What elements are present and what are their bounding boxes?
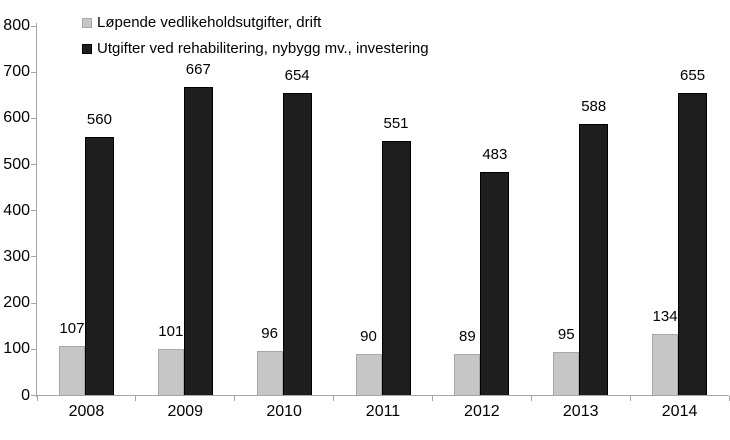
y-axis-line bbox=[36, 23, 37, 397]
x-axis-tick bbox=[234, 396, 236, 401]
bar-series-1 bbox=[183, 87, 213, 396]
y-axis-tick bbox=[31, 164, 36, 166]
x-axis-line bbox=[37, 395, 729, 396]
bar-value-label-series-1: 655 bbox=[680, 66, 706, 84]
x-axis-tick bbox=[530, 396, 532, 401]
bar-series-1 bbox=[84, 136, 114, 396]
legend-item: Løpende vedlikeholdsutgifter, drift bbox=[82, 14, 429, 32]
bar-value-label-series-0: 89 bbox=[459, 328, 476, 346]
y-axis-tick-label: 600 bbox=[3, 109, 30, 127]
bar-value-label-series-1: 588 bbox=[581, 97, 607, 115]
legend: Løpende vedlikeholdsutgifter, drift Utgif… bbox=[82, 14, 429, 66]
y-axis-tick-label: 200 bbox=[3, 294, 30, 312]
x-axis-category-label: 2010 bbox=[266, 403, 302, 420]
y-axis-tick bbox=[31, 348, 36, 350]
y-axis-tick-label: 800 bbox=[3, 17, 30, 34]
y-axis-tick-label: 300 bbox=[3, 247, 30, 265]
x-axis-tick bbox=[333, 396, 335, 401]
bar-value-label-series-0: 107 bbox=[59, 320, 85, 338]
bar-series-1 bbox=[678, 92, 708, 396]
y-axis-tick-label: 100 bbox=[3, 340, 30, 358]
legend-swatch-icon bbox=[82, 44, 92, 54]
bar-value-label-series-1: 483 bbox=[482, 146, 508, 164]
bar-value-label-series-1: 551 bbox=[383, 115, 409, 132]
y-axis-tick-label: 400 bbox=[3, 201, 30, 219]
y-axis-tick bbox=[31, 395, 36, 396]
bar-series-0 bbox=[454, 354, 481, 396]
bar-value-label-series-0: 90 bbox=[360, 327, 377, 345]
legend-swatch-icon bbox=[82, 18, 92, 28]
bar-series-0 bbox=[58, 346, 85, 396]
x-axis-category-label: 2013 bbox=[562, 403, 599, 420]
y-axis-tick-label: 700 bbox=[3, 63, 30, 81]
bar-series-1 bbox=[480, 172, 510, 396]
y-axis-tick bbox=[31, 302, 36, 304]
y-axis-tick bbox=[31, 256, 36, 258]
bar-value-label-series-0: 134 bbox=[652, 307, 678, 325]
bar-value-label-series-1: 560 bbox=[86, 110, 112, 128]
legend-item: Utgifter ved rehabilitering, nybygg mv.,… bbox=[82, 40, 429, 58]
x-axis-tick bbox=[431, 396, 433, 401]
x-axis-category-label: 2011 bbox=[365, 403, 401, 420]
x-axis-tick bbox=[135, 396, 137, 401]
x-axis-tick bbox=[629, 396, 631, 401]
bar-value-label-series-1: 667 bbox=[185, 61, 211, 79]
bar-series-0 bbox=[157, 348, 184, 396]
x-axis-tick bbox=[36, 396, 38, 401]
x-axis-category-label: 2009 bbox=[167, 403, 204, 420]
bar-series-0 bbox=[553, 351, 580, 396]
bar-value-label-series-0: 95 bbox=[557, 325, 575, 343]
x-axis-category-label: 2008 bbox=[68, 403, 105, 420]
y-axis-tick-label: 0 bbox=[21, 386, 30, 404]
y-axis-tick bbox=[31, 71, 36, 73]
bar-series-1 bbox=[381, 141, 411, 396]
y-axis-tick-label: 500 bbox=[3, 155, 30, 173]
bar-series-1 bbox=[579, 123, 609, 396]
x-axis-tick bbox=[728, 396, 730, 401]
y-axis-tick bbox=[31, 210, 36, 212]
bar-series-0 bbox=[256, 351, 283, 396]
bar-value-label-series-0: 96 bbox=[261, 325, 278, 343]
x-axis-category-label: 2014 bbox=[661, 403, 698, 420]
bar-series-1 bbox=[282, 93, 312, 396]
bar-value-label-series-0: 101 bbox=[158, 322, 184, 340]
bar-series-0 bbox=[652, 333, 679, 396]
x-axis-category-label: 2012 bbox=[464, 403, 500, 420]
legend-label: Utgifter ved rehabilitering, nybygg mv.,… bbox=[97, 40, 429, 57]
y-axis-tick bbox=[31, 25, 36, 27]
bar-series-0 bbox=[355, 353, 382, 396]
bar-value-label-series-1: 654 bbox=[284, 67, 310, 85]
y-axis-tick bbox=[31, 117, 36, 119]
legend-label: Løpende vedlikeholdsutgifter, drift bbox=[97, 14, 322, 31]
